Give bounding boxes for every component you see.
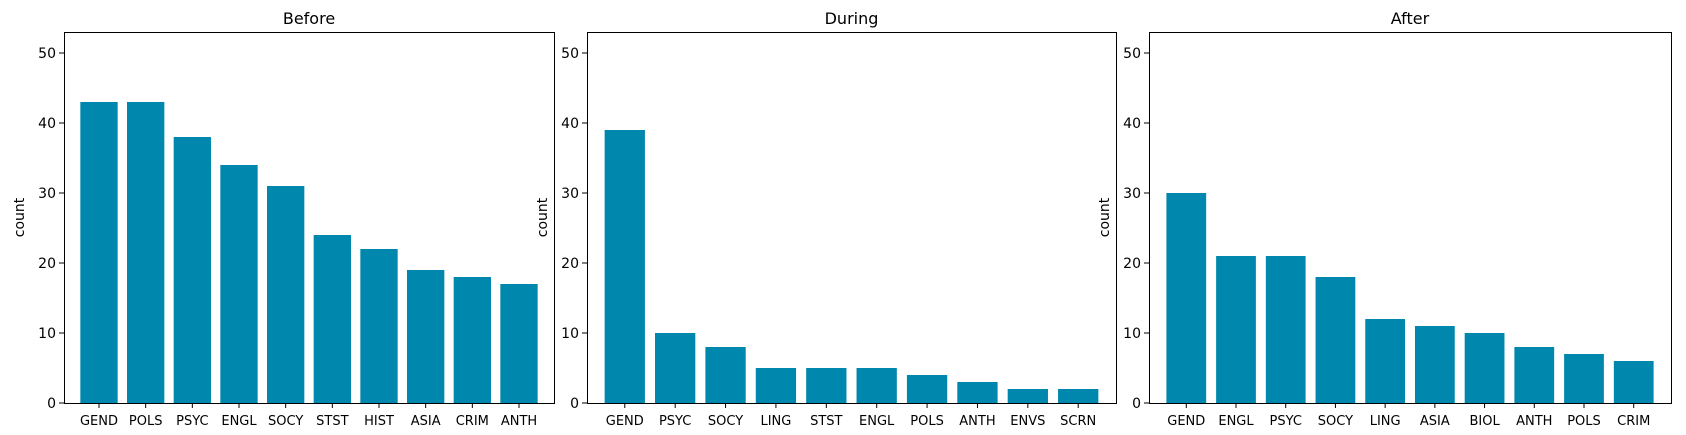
bar-biol	[1464, 333, 1505, 403]
x-tick-label: ENGL	[221, 414, 257, 429]
x-tick-label: ANTH	[959, 414, 995, 429]
x-tick-label: SOCY	[1318, 414, 1353, 429]
x-tick-label: GEND	[1167, 414, 1205, 429]
bar-gend	[1166, 193, 1207, 403]
x-tick-label: ANTH	[1516, 414, 1552, 429]
x-tick-label: POLS	[1567, 414, 1601, 429]
axes-frame	[587, 32, 1117, 404]
bar-hist	[360, 249, 398, 403]
x-tick-label: ENGL	[1218, 414, 1254, 429]
axes-frame	[1149, 32, 1672, 404]
bar-crim	[1613, 361, 1654, 403]
bar-stst	[806, 368, 847, 403]
y-tick-label: 50	[1123, 46, 1141, 62]
x-tick-label: PSYC	[659, 414, 691, 429]
x-tick-label: ENGL	[859, 414, 895, 429]
x-tick-label: ANTH	[501, 414, 537, 429]
y-tick-label: 10	[1123, 326, 1141, 342]
y-tick-label: 10	[38, 326, 56, 342]
bar-psyc	[1265, 256, 1306, 403]
x-tick-label: LING	[760, 414, 791, 429]
panel-after: 0 10 20 30 40 50 GEND ENGL PSYC SOCY LING ASIA BIOL A…	[1097, 9, 1672, 429]
bar-envs	[1007, 389, 1048, 403]
bar-pols	[127, 102, 165, 403]
x-tick-label: GEND	[80, 414, 118, 429]
y-tick-label: 40	[1123, 116, 1141, 132]
x-tick-label: STST	[810, 414, 842, 429]
bar-ling	[755, 368, 797, 403]
y-axis-label: count	[12, 197, 28, 237]
bar-anth	[957, 382, 998, 403]
bar-psyc	[655, 333, 696, 403]
y-tick-label: 20	[1123, 256, 1141, 272]
y-tick-label: 30	[561, 186, 579, 202]
x-tick-label: STST	[316, 414, 348, 429]
bar-anth	[1514, 347, 1555, 403]
bar-asia	[1414, 326, 1455, 403]
bar-scrn	[1058, 389, 1099, 403]
x-tick-label: CRIM	[456, 414, 489, 429]
chart-title: During	[825, 9, 879, 28]
y-tick-label: 50	[561, 46, 579, 62]
y-tick-label: 40	[561, 116, 579, 132]
panel-during: 0 10 20 30 40 50 GEND PSYC SOCY LING STST ENGL POLS A…	[535, 9, 1117, 429]
x-tick-label: CRIM	[1617, 414, 1650, 429]
bar-stst	[313, 235, 351, 403]
bar-ling	[1365, 319, 1406, 403]
x-tick-label: SCRN	[1060, 414, 1096, 429]
bar-engl	[220, 165, 258, 403]
y-tick-label: 50	[38, 46, 56, 62]
y-tick-label: 30	[38, 186, 56, 202]
bar-engl	[1216, 256, 1256, 403]
y-tick-label: 30	[1123, 186, 1141, 202]
bar-anth	[500, 284, 538, 403]
x-tick-label: HIST	[364, 414, 394, 429]
bar-pols	[906, 375, 948, 403]
bar-crim	[453, 277, 491, 403]
axes-frame	[64, 32, 555, 404]
y-tick-label: 0	[570, 396, 579, 412]
bar-socy	[267, 186, 305, 403]
bar-engl	[856, 368, 897, 403]
x-tick-label: POLS	[129, 414, 163, 429]
x-tick-label: PSYC	[1270, 414, 1302, 429]
y-tick-label: 0	[47, 396, 56, 412]
chart-title: After	[1391, 9, 1430, 28]
x-tick-label: SOCY	[708, 414, 743, 429]
x-tick-label: POLS	[910, 414, 944, 429]
y-tick-label: 20	[561, 256, 579, 272]
panel-before: 0 10 20 30 40 50 GEND POLS PSYC ENGL SOCY STST HIST A…	[12, 9, 555, 429]
x-tick-label: SOCY	[268, 414, 303, 429]
bar-asia	[407, 270, 445, 403]
x-tick-label: GEND	[606, 414, 644, 429]
y-tick-label: 20	[38, 256, 56, 272]
y-axis-label: count	[535, 197, 551, 237]
bar-socy	[1315, 277, 1356, 403]
x-tick-label: PSYC	[176, 414, 208, 429]
y-tick-label: 10	[561, 326, 579, 342]
x-tick-label: ENVS	[1010, 414, 1045, 429]
y-tick-label: 0	[1132, 396, 1141, 412]
y-axis-label: count	[1097, 197, 1113, 237]
x-tick-label: BIOL	[1469, 414, 1500, 429]
bar-socy	[705, 347, 746, 403]
bar-gend	[80, 102, 118, 403]
x-tick-label: ASIA	[1420, 414, 1450, 429]
bar-pols	[1564, 354, 1604, 403]
bar-psyc	[173, 137, 211, 403]
bar-gend	[604, 130, 645, 403]
x-tick-label: LING	[1370, 414, 1401, 429]
chart-title: Before	[283, 9, 335, 28]
x-tick-label: ASIA	[411, 414, 441, 429]
y-tick-label: 40	[38, 116, 56, 132]
